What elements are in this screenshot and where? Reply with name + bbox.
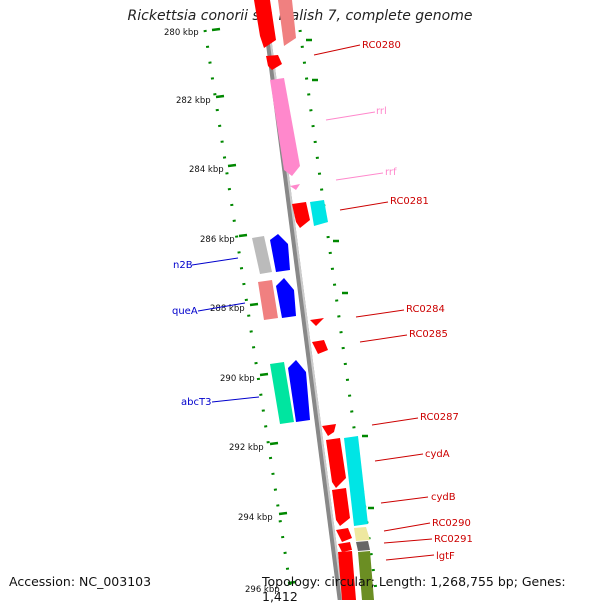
tick-mark xyxy=(238,233,248,238)
gene-label-RC0291: RC0291 xyxy=(434,534,473,545)
leader-line xyxy=(385,554,435,561)
tick-mark xyxy=(269,441,279,446)
gene-arrow[interactable] xyxy=(278,0,296,46)
leader-line xyxy=(313,44,361,56)
tick-mark xyxy=(249,302,259,307)
tick-mark xyxy=(211,27,221,32)
tick-label: 280 kbp xyxy=(164,28,199,38)
tick-label: 292 kbp xyxy=(229,443,264,453)
tick-label: 282 kbp xyxy=(176,96,211,106)
map-title: Rickettsia conorii str. Malish 7, comple… xyxy=(127,8,473,24)
tick-label: 288 kbp xyxy=(210,304,245,314)
tick-mark xyxy=(278,511,288,516)
gene-label-RC0280: RC0280 xyxy=(362,40,401,51)
gene-queA xyxy=(258,278,296,320)
tick-label: 294 kbp xyxy=(238,513,273,523)
leader-line xyxy=(359,334,408,343)
gene-label-abcT3: abcT3 xyxy=(181,397,211,408)
gene-arrow[interactable] xyxy=(358,551,374,600)
leader-lines xyxy=(191,44,435,561)
gene-label-RC0284: RC0284 xyxy=(406,304,445,315)
gene-arrow[interactable] xyxy=(276,278,296,318)
gene-arrow[interactable] xyxy=(292,202,310,228)
gene-abcT3 xyxy=(270,360,310,424)
ruler: 280 kbp 282 kbp 284 kbp 286 kbp 288 kbp … xyxy=(164,27,374,595)
leader-line xyxy=(191,257,239,266)
gene-rrl xyxy=(270,78,300,190)
gene-label-cydA: cydA xyxy=(425,449,450,460)
gene-label-rrl: rrl xyxy=(376,106,387,117)
gene-lgtF xyxy=(338,551,374,600)
gene-RC0285[interactable] xyxy=(312,340,328,354)
gene-label-queA: queA xyxy=(172,306,198,317)
gene-arrow[interactable] xyxy=(336,528,352,542)
gene-cydB[interactable] xyxy=(332,488,350,526)
gene-labels: RC0280 rrl rrf RC0281 n2B queA RC0284 RC… xyxy=(172,40,473,562)
gene-RC0291 xyxy=(338,541,370,552)
tick-mark xyxy=(227,163,237,168)
gene-arrow[interactable] xyxy=(288,360,310,422)
gene-RC0280 xyxy=(254,0,296,70)
tick-mark xyxy=(259,372,269,377)
gene-label-n2B: n2B xyxy=(173,260,193,271)
gene-label-RC0285: RC0285 xyxy=(409,329,448,340)
gene-RC0290 xyxy=(336,527,370,542)
gene-arrow[interactable] xyxy=(254,0,276,48)
tick-label: 286 kbp xyxy=(200,235,235,245)
gene-label-RC0290: RC0290 xyxy=(432,518,471,529)
leader-line xyxy=(374,453,424,462)
gene-label-cydB: cydB xyxy=(431,492,456,503)
gene-label-rrf: rrf xyxy=(385,167,397,178)
gene-arrow[interactable] xyxy=(326,438,346,488)
gene-arrow[interactable] xyxy=(354,527,370,541)
gene-label-RC0287: RC0287 xyxy=(420,412,459,423)
gene-arrow[interactable] xyxy=(252,236,272,274)
gene-arrow[interactable] xyxy=(338,551,356,600)
leader-line xyxy=(325,111,376,121)
tick-label: 290 kbp xyxy=(220,374,255,384)
gene-arrow[interactable] xyxy=(338,542,352,552)
gene-arrow[interactable] xyxy=(270,234,290,272)
gene-RC0284[interactable] xyxy=(310,318,324,326)
gene-arrow[interactable] xyxy=(270,78,300,176)
gene-arrow[interactable] xyxy=(356,541,370,551)
gene-arrow[interactable] xyxy=(266,55,282,70)
gene-RC0281 xyxy=(292,200,328,228)
leader-line xyxy=(355,309,405,318)
gene-label-RC0281: RC0281 xyxy=(390,196,429,207)
gene-arrow[interactable] xyxy=(290,184,300,190)
tick-mark xyxy=(215,94,225,99)
leader-line xyxy=(383,538,433,544)
gene-n2B xyxy=(252,234,290,274)
gene-cydA xyxy=(326,436,368,526)
leader-line xyxy=(339,201,389,211)
leader-line xyxy=(371,417,419,426)
leader-line xyxy=(211,396,260,403)
leader-line xyxy=(335,172,384,181)
gene-arrow[interactable] xyxy=(258,280,278,320)
gene-RC0287[interactable] xyxy=(322,424,336,436)
gene-arrow[interactable] xyxy=(270,362,294,424)
tick-mark xyxy=(287,580,297,585)
leader-line xyxy=(380,496,429,504)
leader-line xyxy=(197,302,246,312)
tick-label: 296 kbp xyxy=(245,585,280,595)
gene-arrow[interactable] xyxy=(344,436,368,526)
leader-line xyxy=(383,522,431,532)
tick-label: 284 kbp xyxy=(189,165,224,175)
gene-arrow[interactable] xyxy=(310,200,328,226)
accession-text: Accession: NC_003103 xyxy=(9,574,152,589)
gene-label-lgtF: lgtF xyxy=(436,551,455,562)
